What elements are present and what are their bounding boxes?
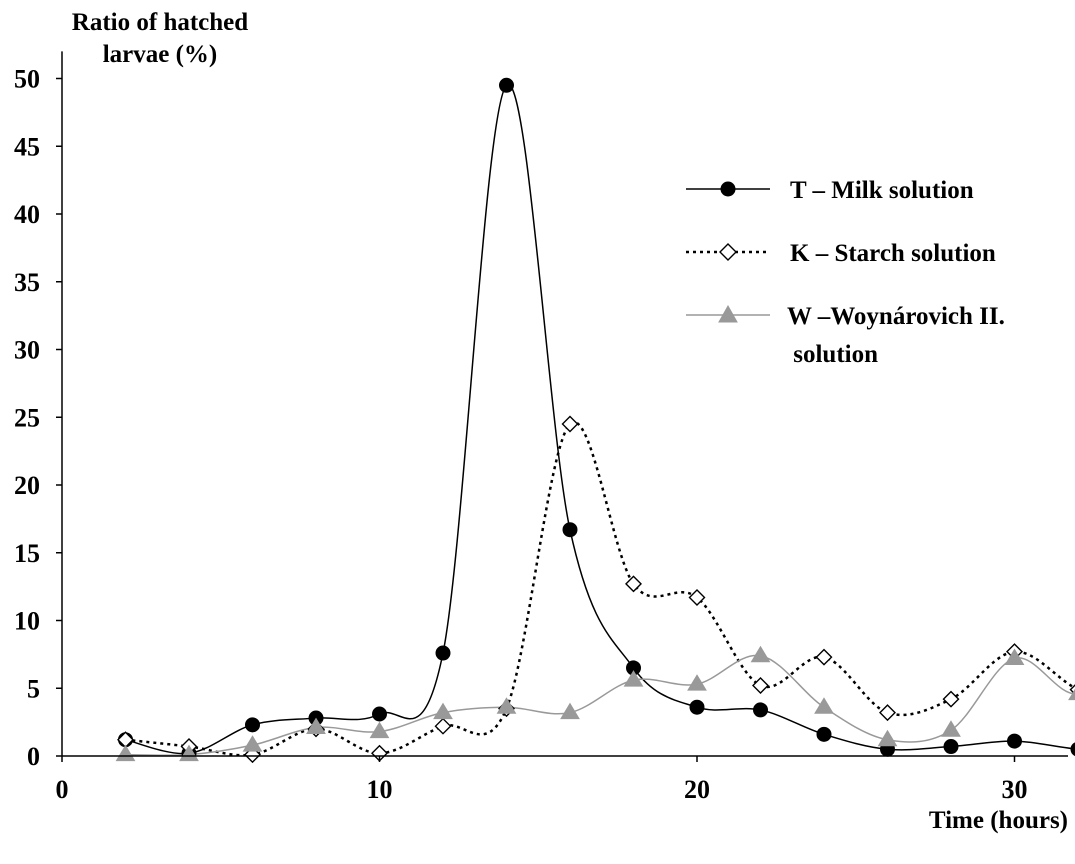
point-milk-5 [435, 645, 451, 661]
point-starch-10 [752, 677, 769, 695]
point-woynarovich-7 [560, 702, 580, 720]
point-starch-5 [434, 717, 452, 735]
series-line-starch [125, 420, 1075, 757]
point-woynarovich-1 [179, 744, 199, 762]
series-curves [125, 83, 1075, 757]
legend: T – Milk solution K – Starch solution W … [686, 177, 1005, 368]
point-starch-13 [942, 690, 960, 708]
point-woynarovich-9 [687, 674, 707, 691]
point-milk-14 [1007, 733, 1022, 749]
y-axis-title-line-1: Ratio of hatched [72, 9, 248, 36]
point-woynarovich-0 [115, 744, 136, 762]
x-tick-label-3: 30 [1002, 775, 1028, 804]
x-tick-label-2: 20 [684, 775, 710, 804]
point-woynarovich-11 [814, 697, 834, 714]
y-axis-title-line-2: larvae (%) [103, 41, 218, 68]
point-starch-11 [815, 648, 833, 666]
point-woynarovich-15 [1068, 688, 1075, 701]
point-woynarovich-12 [877, 729, 898, 747]
point-starch-8 [625, 575, 642, 593]
legend-marker-milk [720, 181, 736, 197]
legend-marker-woynarovich [718, 304, 738, 323]
point-milk-15 [1070, 742, 1075, 757]
y-tick-label-4: 20 [14, 471, 40, 500]
y-tick-label-2: 10 [14, 607, 40, 636]
x-axis-title: Time (hours) [929, 807, 1068, 834]
point-woynarovich-5 [433, 702, 453, 720]
point-woynarovich-14 [1004, 648, 1025, 665]
legend-label-woynarovich-line-1: W –Woynárovich II. [787, 303, 1005, 330]
y-tick-label-6: 30 [14, 336, 40, 365]
point-milk-11 [816, 726, 832, 742]
series-line-milk [125, 83, 1075, 755]
y-tick-label-1: 5 [27, 674, 40, 703]
legend-label-milk: T – Milk solution [790, 177, 974, 204]
point-starch-12 [879, 704, 896, 722]
y-tick-label-9: 45 [14, 132, 40, 161]
point-milk-13 [943, 739, 959, 755]
legend-item-woynarovich: W –Woynárovich II. solution [686, 303, 1005, 368]
point-milk-2 [245, 717, 260, 733]
point-woynarovich-13 [941, 720, 961, 737]
point-milk-10 [753, 702, 768, 718]
point-milk-9 [689, 699, 705, 715]
point-milk-7 [562, 522, 578, 538]
point-woynarovich-2 [242, 735, 263, 752]
point-starch-9 [688, 588, 706, 606]
x-tick-label-0: 0 [56, 775, 69, 804]
y-tick-label-7: 35 [14, 268, 40, 297]
y-tick-label-3: 15 [14, 539, 40, 568]
point-woynarovich-6 [496, 697, 517, 714]
legend-label-woynarovich-line-2: solution [787, 341, 878, 368]
point-woynarovich-4 [369, 721, 390, 739]
point-woynarovich-10 [750, 645, 771, 663]
y-tick-label-8: 40 [14, 200, 40, 229]
y-tick-label-0: 0 [27, 742, 40, 771]
x-tick-label-1: 10 [367, 775, 393, 804]
point-woynarovich-3 [306, 717, 326, 735]
y-tick-label-10: 50 [14, 65, 40, 94]
point-milk-6 [499, 77, 514, 93]
legend-marker-starch [719, 243, 737, 261]
y-tick-label-5: 25 [14, 403, 40, 432]
point-woynarovich-8 [623, 670, 644, 687]
y-axis-ticks: 0 5 10 15 20 25 30 35 40 45 50 [14, 65, 62, 771]
point-milk-4 [372, 706, 387, 722]
point-starch-7 [561, 415, 579, 433]
legend-item-starch: K – Starch solution [686, 240, 996, 267]
x-axis-ticks: 0102030405060 [56, 756, 1028, 804]
series-markers [115, 77, 1075, 764]
legend-item-milk: T – Milk solution [686, 177, 974, 204]
legend-label-starch: K – Starch solution [790, 240, 996, 267]
series-line-woynarovich [125, 654, 1075, 757]
